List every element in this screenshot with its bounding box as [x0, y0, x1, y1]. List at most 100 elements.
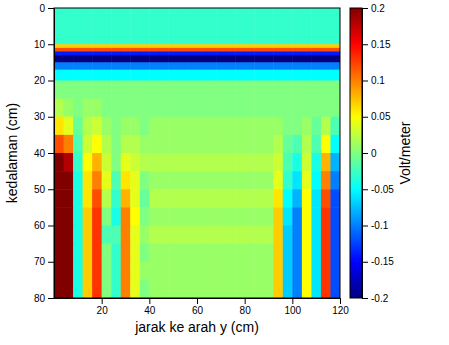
- tick: 0.05: [362, 111, 391, 122]
- cell: [102, 189, 112, 208]
- cell: [226, 189, 236, 208]
- cell: [264, 99, 274, 118]
- cell: [159, 262, 169, 281]
- cell: [111, 117, 121, 136]
- cell: [73, 99, 83, 118]
- cell: [159, 153, 169, 172]
- cell: [168, 8, 178, 45]
- cell: [102, 262, 112, 281]
- cell: [292, 244, 302, 263]
- cell: [273, 62, 283, 70]
- cell: [149, 81, 159, 100]
- cell: [92, 81, 102, 100]
- cell: [283, 189, 293, 208]
- cell: [111, 135, 121, 154]
- cell: [140, 153, 150, 172]
- tick: 0: [362, 148, 377, 159]
- cell: [83, 48, 93, 52]
- cell: [216, 99, 226, 118]
- cell: [273, 81, 283, 100]
- tick: 0.15: [362, 39, 391, 50]
- cell: [245, 99, 255, 118]
- cell: [302, 153, 312, 172]
- cell: [273, 207, 283, 226]
- cell: [92, 70, 102, 81]
- cell: [235, 171, 245, 190]
- cell: [168, 135, 178, 154]
- cell: [130, 48, 140, 52]
- tick: 60: [34, 220, 54, 231]
- cell: [311, 189, 321, 208]
- cell: [178, 44, 188, 48]
- cell: [178, 280, 188, 298]
- cell: [273, 48, 283, 52]
- cell: [168, 62, 178, 70]
- plot-frame: [54, 8, 340, 298]
- cell: [130, 8, 140, 45]
- cell: [292, 226, 302, 245]
- cell: [292, 62, 302, 70]
- cell: [264, 8, 274, 45]
- cell: [178, 135, 188, 154]
- cell: [92, 226, 102, 245]
- tick-mark: [362, 298, 368, 299]
- cell: [207, 62, 217, 70]
- cell: [92, 171, 102, 190]
- cell: [149, 99, 159, 118]
- cell: [235, 207, 245, 226]
- cell: [54, 280, 64, 298]
- cell: [321, 81, 331, 100]
- cell: [235, 135, 245, 154]
- tick-mark: [362, 262, 368, 263]
- cell: [149, 135, 159, 154]
- cell: [64, 280, 74, 298]
- cell: [54, 99, 64, 118]
- cell: [168, 262, 178, 281]
- cell: [187, 244, 197, 263]
- cell: [235, 55, 245, 63]
- tick: 40: [144, 298, 156, 316]
- cell: [168, 226, 178, 245]
- cell: [140, 207, 150, 226]
- cell: [235, 8, 245, 45]
- cell: [102, 171, 112, 190]
- tick-label: 0.2: [371, 3, 385, 14]
- cell: [216, 62, 226, 70]
- cell: [140, 117, 150, 136]
- cell: [216, 226, 226, 245]
- cell: [73, 244, 83, 263]
- cell: [330, 262, 340, 281]
- cell: [92, 280, 102, 298]
- cell: [168, 55, 178, 63]
- cell: [73, 207, 83, 226]
- cell: [102, 117, 112, 136]
- cell: [235, 117, 245, 136]
- cell: [283, 171, 293, 190]
- x-axis-title: jarak ke arah y (cm): [134, 319, 259, 335]
- cell: [302, 135, 312, 154]
- cell: [121, 226, 131, 245]
- cell: [73, 117, 83, 136]
- cell: [178, 99, 188, 118]
- cell: [207, 171, 217, 190]
- cell: [168, 171, 178, 190]
- cell: [111, 44, 121, 48]
- cell: [130, 81, 140, 100]
- cell: [264, 62, 274, 70]
- cell: [168, 117, 178, 136]
- tick-label: 60: [34, 220, 46, 231]
- cell: [207, 189, 217, 208]
- cell: [245, 81, 255, 100]
- cell: [149, 44, 159, 48]
- cell: [178, 70, 188, 81]
- cell: [149, 262, 159, 281]
- cell: [245, 8, 255, 45]
- cell: [159, 244, 169, 263]
- cell: [73, 55, 83, 63]
- cell: [130, 62, 140, 70]
- cell: [64, 135, 74, 154]
- cell: [273, 8, 283, 45]
- cell: [178, 81, 188, 100]
- cell: [130, 44, 140, 48]
- tick-mark: [362, 117, 368, 118]
